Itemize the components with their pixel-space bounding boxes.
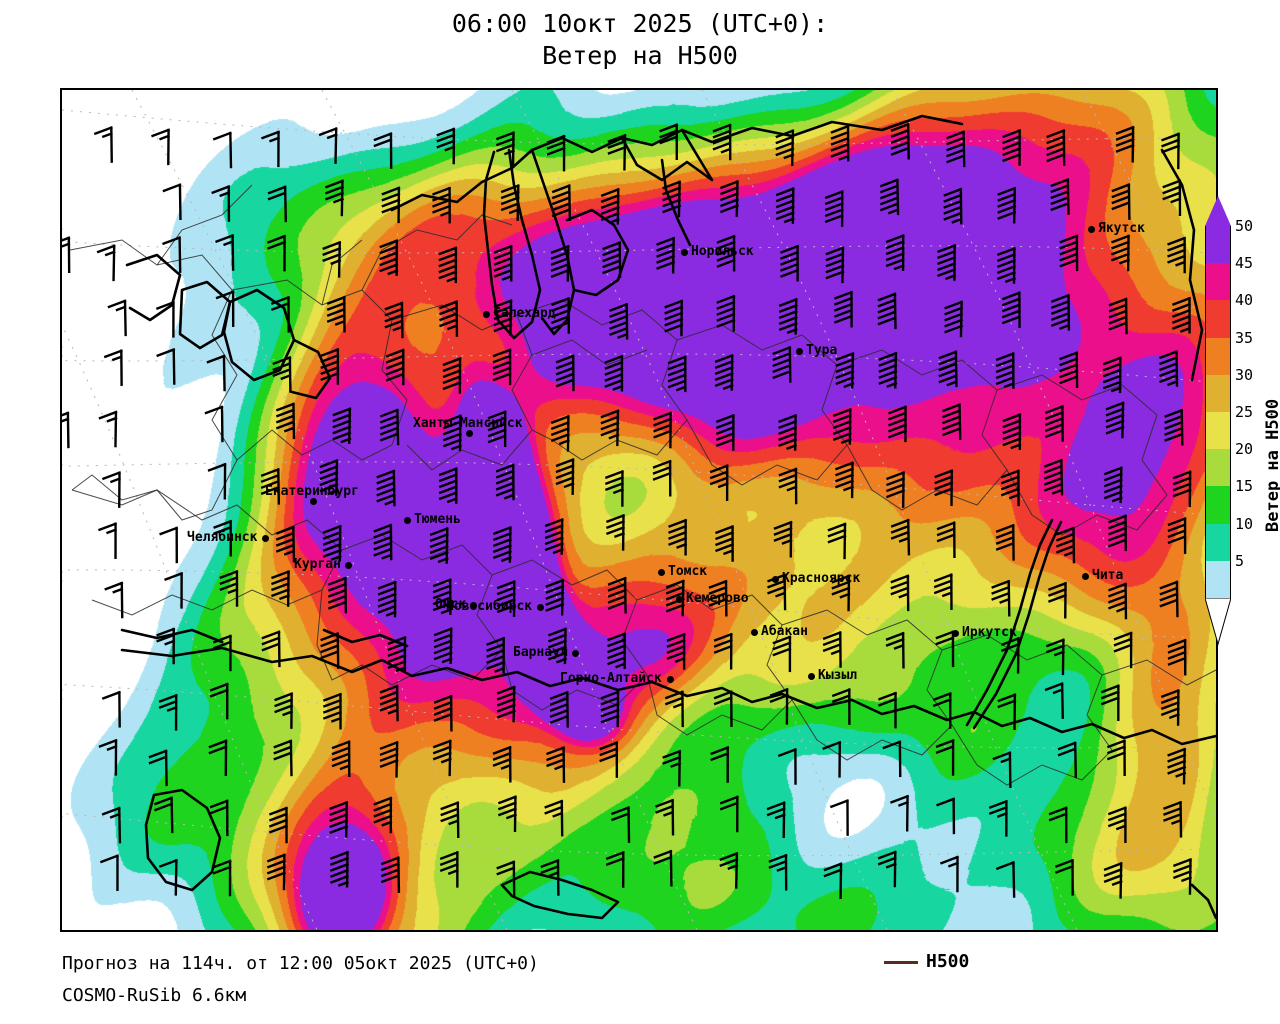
city-label: Красноярск: [782, 571, 861, 586]
city-dot-icon: [404, 517, 411, 524]
city-label: Иркутск: [962, 625, 1017, 640]
colorbar-segment-50: [1205, 226, 1231, 264]
colorbar-segment-10: [1205, 523, 1231, 561]
colorbar-tick-45: 45: [1235, 254, 1254, 273]
colorbar-tick-10: 10: [1235, 514, 1254, 533]
chart-title: 06:00 10окт 2025 (UTC+0): Ветер на H500: [0, 8, 1280, 72]
city-dot-icon: [262, 535, 269, 542]
city-label: Горно-Алтайск: [560, 671, 662, 686]
city-label: Омск: [435, 597, 467, 612]
colorbar-segment-45: [1205, 263, 1231, 301]
city-label: Томск: [668, 564, 708, 579]
city-dot-icon: [483, 311, 490, 318]
colorbar-segment-25: [1205, 412, 1231, 450]
city-dot-icon: [466, 430, 473, 437]
city-dot-icon: [676, 596, 683, 603]
city-dot-icon: [537, 604, 544, 611]
forecast-info: Прогноз на 114ч. от 12:00 05окт 2025 (UT…: [62, 953, 539, 974]
city-dot-icon: [310, 498, 317, 505]
city-dot-icon: [345, 562, 352, 569]
colorbar-tick-35: 35: [1235, 328, 1254, 347]
city-dot-icon: [796, 348, 803, 355]
city-label: Барнаул: [513, 645, 568, 660]
city-label: Ханты-Мансийск: [413, 416, 523, 431]
city-dot-icon: [658, 569, 665, 576]
colorbar-axis-label-text: Ветер на H500: [1263, 398, 1280, 532]
city-label: Чита: [1092, 568, 1124, 583]
weather-map[interactable]: Якутск Норильск Салехард Тура Ханты-Мансийск…: [60, 88, 1218, 932]
city-dot-icon: [1082, 573, 1089, 580]
colorbar-tick-30: 30: [1235, 365, 1254, 384]
title-line-variable: Ветер на H500: [542, 41, 738, 70]
map-overlay: [62, 90, 1216, 930]
city-label: Тюмень: [414, 512, 461, 527]
colorbar-tick-20: 20: [1235, 440, 1254, 459]
colorbar-tick-40: 40: [1235, 291, 1254, 310]
h500-legend-line: [884, 960, 918, 964]
colorbar-tick-5: 5: [1235, 551, 1245, 570]
city-label: Челябинск: [187, 530, 258, 545]
colorbar-tick-15: 15: [1235, 477, 1254, 496]
city-label: Салехард: [493, 306, 556, 321]
colorbar-tick-50: 50: [1235, 217, 1254, 235]
colorbar-segment-5: [1205, 560, 1231, 598]
city-dot-icon: [772, 576, 779, 583]
colorbar-axis-label: Ветер на H500: [1243, 292, 1280, 532]
city-label: Якутск: [1098, 221, 1145, 236]
city-label: Курган: [294, 557, 341, 572]
h500-legend: H500: [884, 952, 969, 972]
city-label: Екатеринбург: [265, 484, 359, 499]
colorbar-under-outline: [1205, 598, 1231, 646]
city-label: Норильск: [691, 244, 754, 259]
city-dot-icon: [667, 676, 674, 683]
city-dot-icon: [1088, 226, 1095, 233]
h500-legend-label: H500: [926, 951, 970, 972]
colorbar-tick-25: 25: [1235, 403, 1254, 421]
city-dot-icon: [808, 673, 815, 680]
colorbar-segment-30: [1205, 374, 1231, 412]
city-label: Кемерово: [686, 591, 749, 606]
city-dot-icon: [751, 629, 758, 636]
colorbar-segment-35: [1205, 337, 1231, 375]
city-label: Новосибирск: [446, 599, 533, 614]
city-dot-icon: [952, 630, 959, 637]
colorbar-over-arrow: [1205, 196, 1231, 226]
colorbar-segment-40: [1205, 300, 1231, 338]
model-info: COSMO-RuSib 6.6км: [62, 985, 247, 1006]
city-label: Абакан: [761, 624, 808, 639]
colorbar-segment-20: [1205, 449, 1231, 487]
city-dot-icon: [681, 249, 688, 256]
city-dot-icon: [572, 650, 579, 657]
city-dot-icon: [470, 602, 477, 609]
city-label: Кызыл: [818, 668, 858, 683]
city-label: Тура: [806, 343, 838, 358]
title-line-datetime: 06:00 10окт 2025 (UTC+0):: [451, 9, 829, 38]
wind-speed-shading: [62, 90, 1216, 930]
colorbar: 50 45 40 35 30 25 20 15 10 5: [1205, 196, 1253, 646]
colorbar-segment-15: [1205, 486, 1231, 524]
